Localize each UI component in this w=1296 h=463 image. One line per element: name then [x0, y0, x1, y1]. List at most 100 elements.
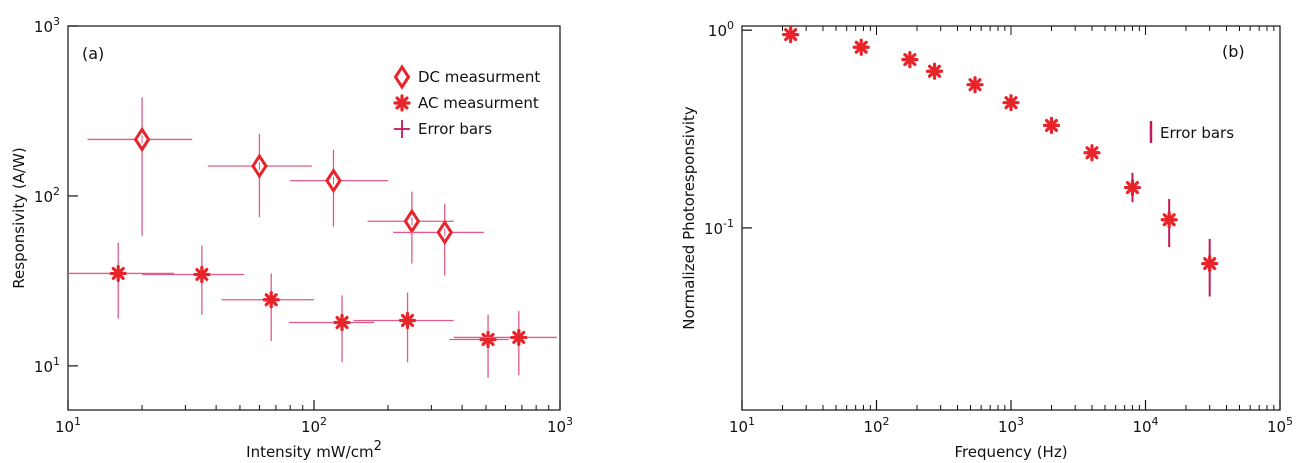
data-point-asterisk [109, 264, 127, 283]
x-tick-label-base: 10 [1267, 418, 1286, 436]
x-tick-label-base: 10 [998, 418, 1017, 436]
data-point-asterisk-stroke [1044, 118, 1059, 132]
y-tick-label: 103 [34, 15, 60, 36]
legend-label: DC measurment [418, 68, 540, 86]
x-tick-label: 103 [998, 415, 1024, 436]
y-tick-label: 102 [34, 185, 60, 206]
y-tick-label: 100 [708, 19, 734, 40]
y-tick-label-exp: 0 [727, 19, 734, 32]
x-tick-label: 101 [729, 415, 755, 436]
x-tick-label-exp: 1 [74, 415, 81, 428]
y-tick-label: 10-1 [704, 217, 734, 238]
y-tick-label-exp: 1 [53, 355, 60, 368]
legend: DC measurment AC measurment Error bars [393, 64, 540, 138]
x-tick-label-base: 10 [55, 418, 74, 436]
data-point-asterisk-stroke [1085, 146, 1099, 160]
panel-label: (a) [82, 44, 104, 63]
data-point-asterisk-stroke [1125, 181, 1140, 195]
data-point-asterisk [510, 328, 528, 347]
data-point-asterisk-stroke [512, 330, 526, 344]
legend-label: Error bars [418, 120, 492, 138]
y-tick-label-base: 10 [704, 220, 723, 238]
data-point-asterisk [925, 62, 944, 80]
data-point-asterisk [1083, 144, 1101, 162]
x-axis-title: Frequency (Hz) [954, 443, 1067, 461]
data-point-asterisk [333, 313, 351, 332]
y-tick-label-base: 10 [34, 358, 53, 376]
y-tick-label-exp: -1 [723, 217, 734, 230]
legend-label: Error bars [1160, 124, 1234, 142]
y-tick-label-base: 10 [708, 22, 727, 40]
x-axis-title-sup: 2 [374, 439, 382, 454]
x-tick-label: 102 [863, 415, 889, 436]
data-point-asterisk [262, 291, 280, 309]
panel-label: (b) [1222, 42, 1245, 61]
data-point-asterisk [852, 38, 870, 56]
x-tick-label-exp: 3 [566, 415, 573, 428]
data-point-asterisk [901, 51, 919, 69]
x-tick-label-base: 10 [301, 418, 320, 436]
data-point-asterisk [1160, 211, 1178, 229]
series-asterisk [68, 242, 557, 378]
data-point-asterisk-stroke [1203, 257, 1217, 271]
data-point-asterisk-stroke [335, 315, 349, 330]
plot-frame [741, 25, 1281, 411]
data-point-asterisk [1002, 94, 1020, 112]
x-tick-label: 101 [55, 415, 81, 436]
legend-asterisk-icon-stroke [395, 96, 409, 110]
data-point-asterisk [398, 311, 417, 330]
data-point-asterisk-stroke [400, 313, 415, 328]
data-point-asterisk-stroke [968, 78, 982, 92]
x-tick-label-exp: 1 [748, 415, 755, 428]
x-axis-title: Intensity mW/cm2 [246, 439, 382, 461]
x-tick-label-base: 10 [863, 418, 882, 436]
data-point-asterisk [782, 25, 800, 44]
x-tick-label: 102 [301, 415, 327, 436]
data-point-asterisk [1201, 255, 1219, 273]
y-tick-label-exp: 3 [53, 15, 60, 28]
x-tick-label-base: 10 [729, 418, 748, 436]
data-point-asterisk [966, 76, 984, 94]
x-tick-label-exp: 2 [883, 415, 890, 428]
data-point-asterisk-stroke [195, 267, 209, 282]
x-tick-label: 103 [547, 415, 573, 436]
data-point-asterisk [1042, 116, 1061, 134]
data-point-asterisk-stroke [1162, 213, 1176, 227]
data-point-asterisk [479, 330, 497, 349]
x-tick-label: 105 [1267, 415, 1293, 436]
y-tick-label: 101 [34, 355, 60, 376]
data-point-asterisk-stroke [903, 53, 917, 67]
series-asterisk [782, 25, 1219, 297]
data-point-asterisk-stroke [1004, 96, 1018, 110]
data-point-asterisk [193, 265, 211, 284]
data-point-asterisk-stroke [481, 332, 495, 347]
x-tick-label-base: 10 [547, 418, 566, 436]
y-axis-title: Responsivity (A/W) [10, 147, 28, 288]
x-tick-label-exp: 5 [1286, 415, 1293, 428]
x-axis-title-main: Intensity mW/cm [246, 443, 373, 461]
data-point-asterisk-stroke [784, 28, 798, 42]
series-diamond [87, 97, 484, 276]
legend-diamond-icon [393, 64, 411, 90]
x-tick-label: 104 [1132, 415, 1158, 436]
legend: Error bars [1149, 121, 1234, 143]
legend-cross-icon [394, 120, 410, 138]
y-axis-title: Normalized Photoresponsivity [680, 106, 698, 330]
data-point-asterisk-stroke [111, 266, 125, 280]
x-tick-label-exp: 3 [1017, 415, 1024, 428]
data-point-asterisk-stroke [927, 64, 942, 78]
y-tick-label-exp: 2 [53, 185, 60, 198]
y-tick-label-base: 10 [34, 188, 53, 206]
data-point-asterisk-stroke [854, 40, 868, 54]
legend-asterisk-icon [393, 94, 411, 112]
y-tick-label-base: 10 [34, 18, 53, 36]
x-tick-label-exp: 2 [320, 415, 327, 428]
x-tick-label-base: 10 [1132, 418, 1151, 436]
data-point-asterisk-stroke [264, 293, 278, 307]
legend-label: AC measurment [418, 94, 539, 112]
data-point-asterisk [1123, 178, 1142, 197]
x-tick-label-exp: 4 [1152, 415, 1159, 428]
